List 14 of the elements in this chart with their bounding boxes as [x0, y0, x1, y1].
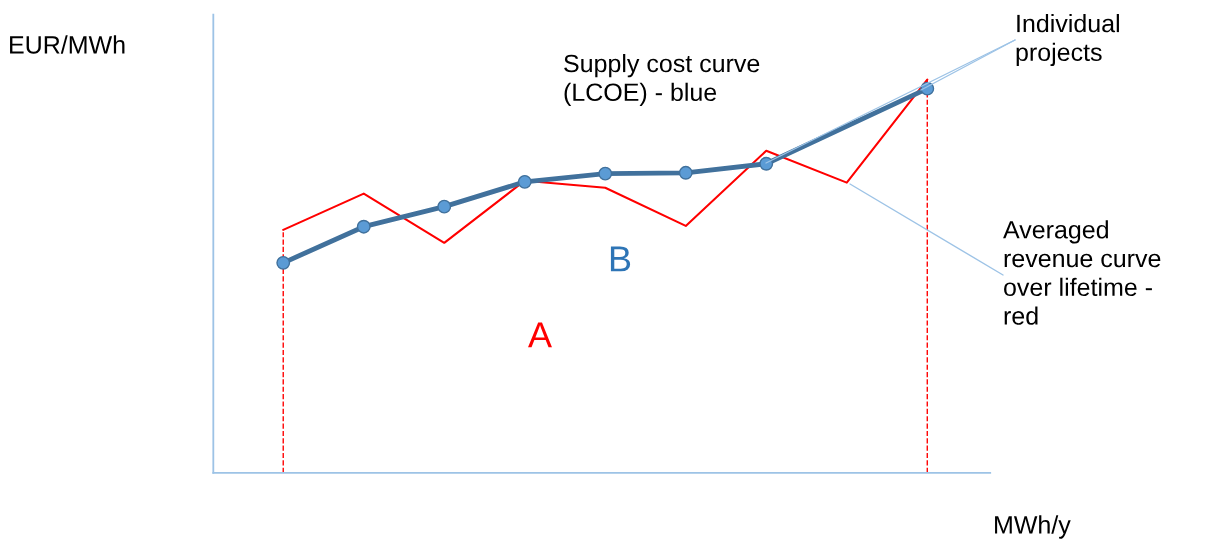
point [678, 165, 693, 180]
point [759, 156, 774, 171]
annotation: B [610, 246, 631, 272]
annotation: A [528, 322, 552, 348]
point [276, 255, 291, 270]
text: Averaged revenue curve over lifetime - red [1003, 220, 1161, 325]
point [517, 174, 532, 189]
x-axis-title: MWh/y [995, 515, 1071, 539]
point [356, 219, 371, 234]
point [437, 199, 452, 214]
point [598, 166, 613, 181]
y-axis-title: EUR/MWh [10, 35, 125, 54]
annotation: Supply cost curve (LCOE) - blue [564, 53, 760, 107]
text: Individual projects [1016, 13, 1119, 67]
